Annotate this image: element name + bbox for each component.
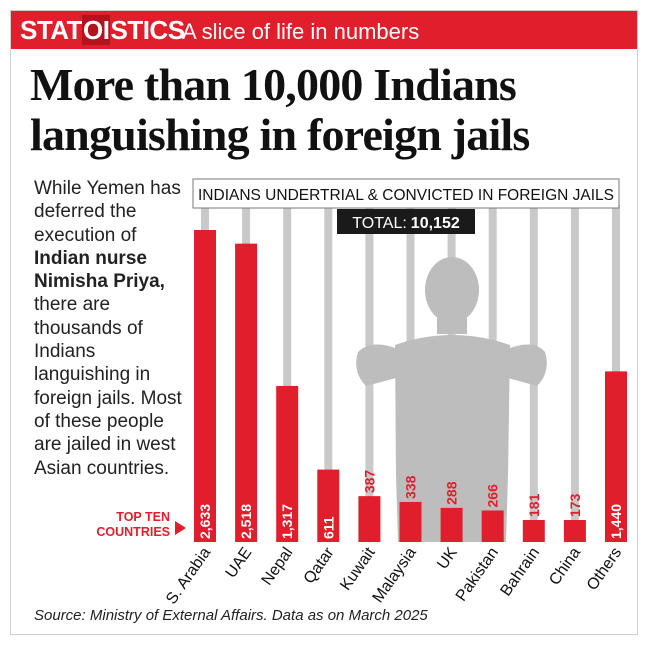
total-box	[337, 209, 475, 234]
background-bar	[570, 205, 579, 542]
headline-line-1: More than 10,000 Indians	[30, 59, 517, 110]
category-label: Kuwait	[337, 544, 379, 594]
prisoner-silhouette	[356, 257, 547, 542]
chart-title: INDIANS UNDERTRIAL & CONVICTED IN FOREIG…	[198, 187, 614, 204]
category-label: Bahrain	[498, 545, 544, 600]
category-label: UAE	[223, 545, 256, 582]
bar-others	[605, 371, 627, 542]
total-text: TOTAL: 10,152	[352, 215, 460, 232]
value-label: 181	[526, 493, 542, 517]
headline: More than 10,000 Indians languishing in …	[30, 60, 630, 160]
value-label: 173	[567, 493, 583, 517]
brand-logo: STATOISTICS	[20, 15, 185, 45]
value-label: 2,518	[238, 504, 254, 539]
bar-malaysia	[399, 501, 422, 542]
bar-uae	[235, 243, 258, 542]
header-banner	[11, 11, 637, 49]
category-label: China	[546, 544, 584, 588]
silhouette-part	[395, 335, 510, 542]
value-label: 266	[485, 484, 501, 508]
value-label: 288	[444, 481, 460, 505]
category-label: Pakistan	[453, 545, 502, 605]
value-label: 1,317	[279, 504, 295, 539]
value-label: 338	[403, 475, 419, 499]
silhouette-part	[437, 318, 467, 334]
category-label: S. Arabia	[163, 544, 214, 607]
value-label: 387	[361, 470, 377, 494]
value-label: 2,633	[197, 504, 213, 539]
bar-china	[563, 520, 586, 542]
pointer-arrow-icon	[175, 521, 186, 535]
category-label: Qatar	[301, 544, 338, 587]
chart-title-box	[192, 178, 620, 209]
data-bars	[194, 230, 627, 542]
bar-uk	[440, 507, 463, 542]
value-labels: 2,633 2,518 1,317 611 387 338 288 266 181 173 1,44…	[197, 470, 624, 539]
silhouette-part	[356, 344, 400, 386]
category-label: UK	[434, 544, 461, 572]
bar-nepal	[276, 385, 299, 542]
background-bar	[283, 205, 292, 542]
bar-bahrain	[522, 520, 545, 542]
source-note: Source: Ministry of External Affairs. Da…	[34, 607, 428, 624]
bar-s-arabia	[194, 230, 216, 542]
bar-kuwait	[358, 496, 381, 542]
intro-bold-name: Indian nurse Nimisha Priya,	[34, 247, 165, 293]
headline-line-2: languishing in foreign jails	[30, 109, 530, 160]
category-label: Others	[584, 545, 625, 594]
silhouette-part	[505, 344, 547, 386]
category-label: Nepal	[259, 545, 297, 589]
value-label: 1,440	[608, 504, 624, 539]
intro-text: While Yemen has deferred the execution o…	[34, 178, 182, 479]
tagline: A slice of life in numbers	[182, 19, 420, 44]
background-bar	[324, 205, 333, 542]
bar-qatar	[317, 469, 340, 542]
bar-pakistan	[481, 510, 504, 542]
top-ten-label: TOP TEN COUNTRIES	[96, 510, 170, 539]
value-label: 611	[320, 516, 336, 539]
silhouette-part	[425, 257, 479, 323]
